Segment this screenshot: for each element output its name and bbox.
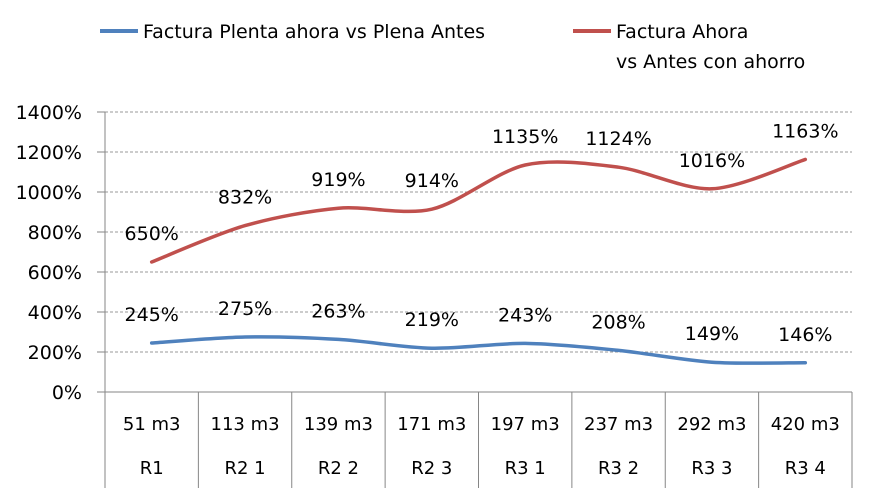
data-label: 275%: [218, 298, 272, 320]
category-label: 197 m3: [491, 414, 560, 435]
legend-label: Factura Plenta ahora vs Plena Antes: [143, 21, 485, 43]
x-axis-table: 51 m3 R1 113 m3 R2 1 139 m3 R2 2 171 m3 R2 3 197…: [105, 391, 853, 488]
series-lines: [149, 157, 808, 365]
data-label: 263%: [311, 300, 365, 322]
data-labels: 245% 275% 263% 219% 243% 208% 149% 146% 650% 832%…: [125, 120, 839, 345]
legend-label: Factura Ahora: [616, 21, 748, 43]
y-tick-label: 0%: [52, 382, 82, 404]
data-label: 650%: [125, 223, 179, 245]
y-tick-label: 1400%: [16, 102, 82, 124]
y-tick-label: 1200%: [16, 142, 82, 164]
data-label: 1135%: [492, 126, 558, 148]
data-label: 1124%: [585, 128, 651, 150]
legend: Factura Plenta ahora vs Plena Antes Factu…: [100, 21, 805, 73]
category-label: R3 3: [691, 458, 732, 479]
category-label: R3 2: [598, 458, 639, 479]
data-label: 208%: [591, 311, 645, 333]
data-label: 219%: [405, 309, 459, 331]
data-label: 245%: [125, 304, 179, 326]
data-label: 243%: [498, 304, 552, 326]
category-label: R1: [140, 458, 164, 479]
y-tick-label: 800%: [28, 222, 82, 244]
series-line-2: [149, 157, 808, 264]
y-tick-label: 600%: [28, 262, 82, 284]
category-label: R2 3: [411, 458, 452, 479]
category-label: 51 m3: [123, 414, 181, 435]
category-label: R3 1: [505, 458, 546, 479]
category-label: R2 2: [318, 458, 359, 479]
category-label: 139 m3: [304, 414, 373, 435]
category-label: R3 4: [785, 458, 826, 479]
data-label: 832%: [218, 187, 272, 209]
data-label: 1016%: [679, 150, 745, 172]
y-tick-label: 1000%: [16, 182, 82, 204]
y-tick-label: 400%: [28, 302, 82, 324]
data-label: 1163%: [772, 120, 838, 142]
category-label: 292 m3: [677, 414, 746, 435]
data-label: 149%: [685, 323, 739, 345]
series-line-1: [149, 335, 808, 365]
data-label: 919%: [311, 169, 365, 191]
data-label: 146%: [778, 324, 832, 346]
y-axis: 0% 200% 400% 600% 800% 1000% 1200% 1400%: [16, 102, 106, 488]
gridlines: [105, 111, 852, 353]
data-label: 914%: [405, 170, 459, 192]
category-label: 171 m3: [397, 414, 466, 435]
legend-label: vs Antes con ahorro: [616, 51, 805, 73]
category-label: 113 m3: [211, 414, 280, 435]
category-label: 237 m3: [584, 414, 653, 435]
category-label: 420 m3: [771, 414, 840, 435]
category-label: R2 1: [224, 458, 265, 479]
y-tick-label: 200%: [28, 342, 82, 364]
